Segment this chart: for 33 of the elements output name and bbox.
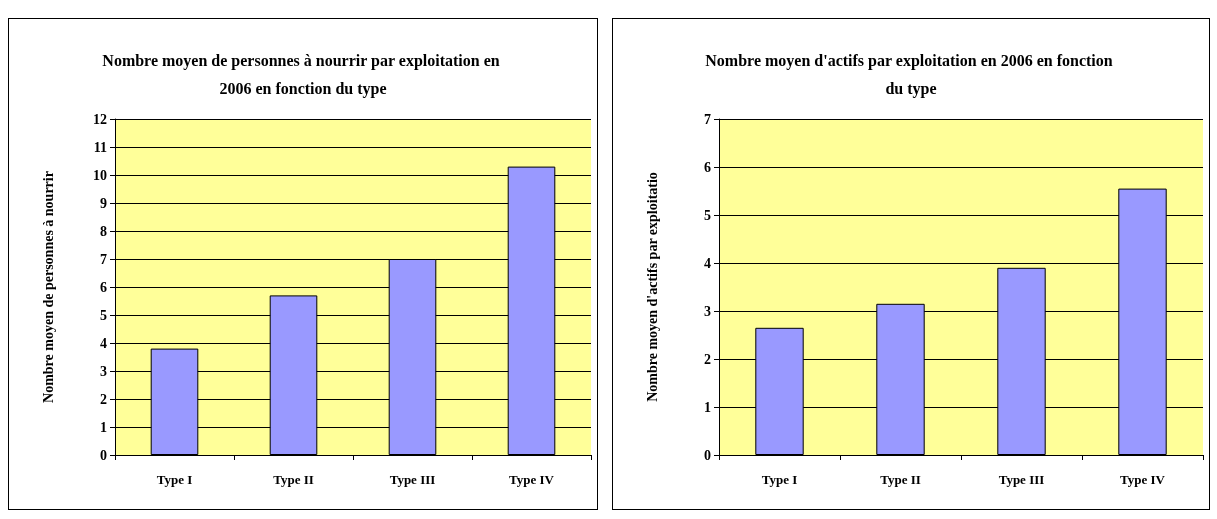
y-tick-label: 4 — [100, 335, 107, 351]
y-tick-label: 6 — [100, 279, 107, 295]
y-tick-label: 2 — [100, 391, 107, 407]
y-tick-label: 5 — [100, 307, 107, 323]
y-tick-label: 3 — [100, 363, 107, 379]
y-tick-label: 6 — [704, 159, 711, 175]
y-tick-label: 5 — [704, 207, 711, 223]
y-tick-label: 12 — [93, 111, 107, 127]
y-tick-label: 7 — [100, 251, 107, 267]
y-tick-label: 9 — [100, 195, 107, 211]
y-tick-label: 4 — [704, 255, 711, 271]
y-tick-label: 10 — [93, 167, 107, 183]
y-tick-label: 0 — [704, 447, 711, 463]
x-tick-label: Type III — [998, 472, 1045, 487]
x-tick-label: Type II — [880, 472, 921, 487]
chart-title: Nombre moyen d'actifs par exploitation en 2006 en fonction du type — [705, 51, 1117, 98]
y-tick-label: 8 — [100, 223, 107, 239]
x-tick-label: Type IV — [509, 472, 555, 487]
x-tick-label: Type I — [761, 472, 798, 487]
y-tick-label: 11 — [93, 139, 107, 155]
y-tick-label: 7 — [704, 111, 711, 127]
x-tick-label: Type III — [389, 472, 436, 487]
chart-title: Nombre moyen de personnes à nourrir par exploitation en 2006 en fonction du type — [102, 51, 504, 98]
y-tick-label: 1 — [704, 399, 711, 415]
y-tick-label: 3 — [704, 303, 711, 319]
y-axis-title: Nombre moyen de personnes à nourrir — [40, 171, 56, 403]
x-tick-label: Type II — [273, 472, 314, 487]
x-tick-label: Type I — [156, 472, 193, 487]
y-tick-label: 1 — [100, 419, 107, 435]
y-axis-title: Nombre moyen d'actifs par exploitatio — [644, 172, 660, 402]
x-tick-label: Type IV — [1120, 472, 1166, 487]
y-tick-label: 2 — [704, 351, 711, 367]
y-tick-label: 0 — [100, 447, 107, 463]
